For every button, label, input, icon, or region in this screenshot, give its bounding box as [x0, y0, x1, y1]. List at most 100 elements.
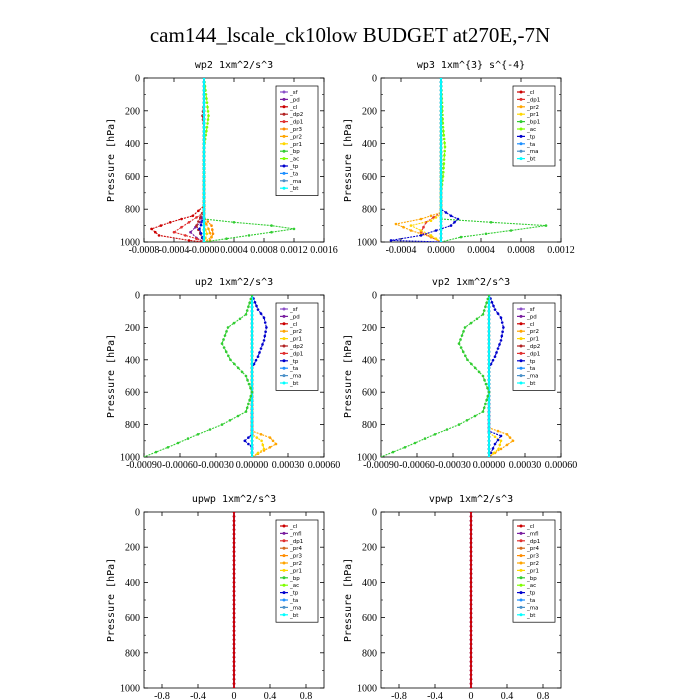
series-marker	[439, 158, 443, 162]
legend-marker	[519, 531, 523, 535]
legend-marker	[282, 322, 286, 326]
series-marker	[232, 647, 236, 650]
series-marker	[198, 227, 201, 231]
legend-marker	[519, 568, 523, 572]
x-tick-label: -0.00090	[126, 460, 162, 471]
series-marker	[247, 382, 251, 386]
x-tick-label: 0.00000	[236, 460, 269, 471]
x-tick-label: 0.0004	[220, 245, 248, 256]
series-marker	[232, 638, 236, 641]
series-marker	[491, 447, 495, 450]
series-marker	[244, 410, 248, 413]
series-group	[389, 78, 548, 242]
x-tick-label: -0.0004	[386, 245, 417, 256]
series-marker	[232, 528, 236, 531]
series-marker	[232, 532, 236, 536]
series-marker	[469, 585, 473, 589]
legend-label: _ac	[526, 583, 536, 589]
legend-marker	[282, 359, 286, 363]
series-marker	[250, 419, 254, 422]
series-marker	[187, 239, 191, 242]
series-marker	[263, 321, 267, 324]
series-marker	[159, 224, 163, 227]
series-marker	[238, 317, 242, 321]
series-marker	[487, 411, 491, 414]
series-marker	[270, 230, 273, 234]
series-marker	[250, 301, 254, 305]
series-marker	[199, 216, 202, 219]
series-marker	[391, 450, 395, 454]
legend-marker	[282, 344, 286, 348]
series-marker	[189, 230, 192, 234]
legend-marker	[519, 351, 523, 355]
legend-label: _dp1	[526, 351, 540, 357]
series-marker	[197, 220, 200, 223]
y-tick-label: 600	[125, 388, 140, 399]
x-tick-label: -0.00030	[198, 460, 234, 471]
series-marker	[459, 235, 463, 239]
series-marker	[202, 162, 206, 166]
series-marker	[196, 433, 200, 436]
series-marker	[487, 423, 491, 426]
series-marker	[439, 236, 443, 240]
series-marker	[202, 89, 206, 92]
legend-label: _dp2	[526, 344, 540, 350]
legend-label: _tp	[526, 359, 536, 365]
legend-marker	[519, 598, 523, 602]
y-tick-label: 400	[362, 578, 377, 589]
series-marker	[441, 125, 445, 129]
series-marker	[457, 342, 461, 345]
legend-marker	[519, 605, 523, 609]
series-marker	[496, 429, 500, 433]
series-marker	[483, 378, 486, 382]
series-marker	[439, 134, 443, 137]
series-marker	[205, 222, 208, 226]
series-marker	[250, 346, 254, 349]
legend-marker	[282, 329, 286, 333]
x-tick-label: -0.00060	[162, 460, 198, 471]
legend-marker	[519, 576, 523, 580]
legend-marker	[519, 105, 523, 109]
series-marker	[207, 114, 210, 117]
legend-marker	[282, 546, 286, 550]
series-marker	[487, 378, 491, 382]
y-tick-label: 200	[362, 106, 377, 117]
series-marker	[499, 439, 503, 443]
legend-marker	[519, 127, 523, 131]
legend-marker	[519, 381, 523, 385]
y-tick-label: 200	[362, 543, 377, 554]
y-tick-label: 0	[135, 508, 140, 519]
series-marker	[439, 93, 443, 96]
y-tick-label: 600	[362, 613, 377, 624]
series-marker	[250, 314, 254, 317]
legend-label: _pr2	[526, 561, 539, 567]
series-marker	[487, 342, 491, 345]
legend-label: _bt	[289, 613, 299, 619]
series-marker	[250, 326, 254, 329]
series-marker	[434, 237, 438, 240]
y-tick-label: 200	[125, 543, 140, 554]
series-marker	[232, 642, 236, 646]
series-marker	[469, 519, 473, 523]
series-marker	[469, 515, 473, 518]
series-marker	[250, 305, 254, 309]
series-marker	[403, 446, 407, 449]
series-marker	[496, 312, 500, 315]
series-marker	[469, 673, 473, 677]
legend-marker	[519, 112, 523, 116]
series-marker	[250, 309, 254, 313]
series-marker	[469, 541, 473, 545]
series-marker	[487, 354, 491, 358]
series-marker	[439, 166, 443, 170]
series-marker	[453, 221, 456, 224]
series-marker	[439, 146, 443, 149]
series-marker	[250, 330, 254, 333]
series-marker	[202, 138, 206, 141]
series-marker	[469, 642, 473, 646]
series-marker	[462, 330, 465, 333]
series-marker	[250, 318, 254, 321]
series-marker	[439, 183, 443, 186]
legend-marker	[282, 186, 286, 190]
series-marker	[233, 362, 236, 366]
